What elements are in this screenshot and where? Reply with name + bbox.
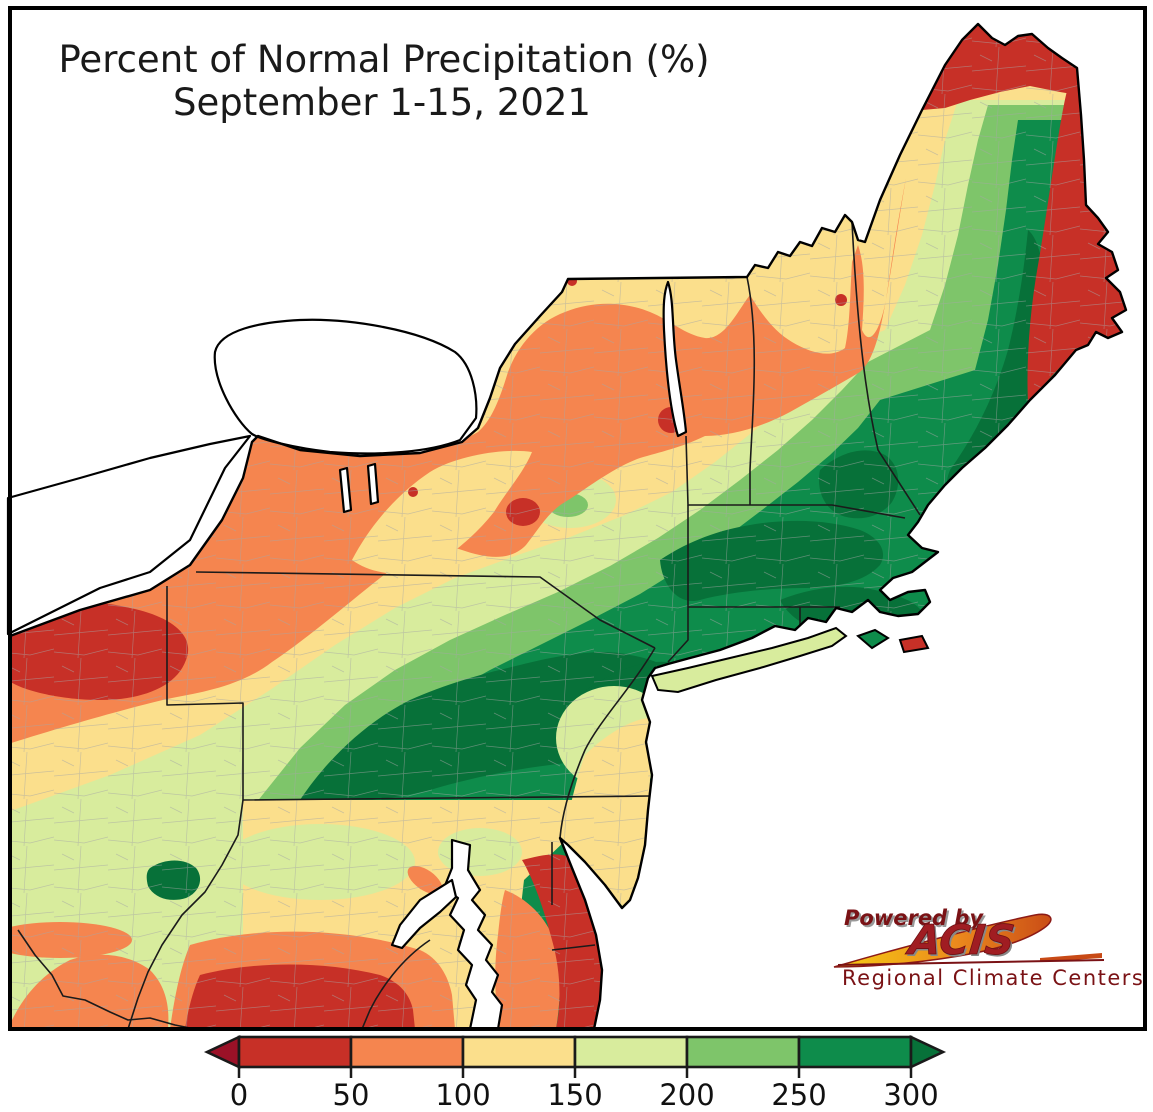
powered-by-shadow: Powered by [846, 908, 986, 932]
colorbar-ticks [237, 1067, 913, 1078]
colorbar-tick-300: 300 [883, 1078, 938, 1112]
chesapeake-bay [442, 838, 504, 1031]
logo-divider [837, 959, 1105, 966]
state-borders [17, 221, 921, 1029]
finger-lakes [338, 462, 380, 514]
acis-logo: Powered by Powered by ACIS ACIS Regional… [833, 906, 1144, 990]
colorbar-tick-150: 150 [547, 1078, 602, 1112]
acis-wordmark: ACIS [904, 916, 1017, 964]
nantucket [898, 634, 930, 654]
regional-climate-centers-label: Regional Climate Centers [842, 966, 1144, 990]
acis-swoosh-icon [833, 913, 1052, 968]
map-title-line1: Percent of Normal Precipitation (%) [58, 38, 709, 81]
colorbar-segment-150-200 [573, 1035, 689, 1069]
acis-swoosh-tail-icon [1040, 953, 1102, 962]
colorbar-segment-100-150 [461, 1035, 577, 1069]
colorbar-left-arrow [203, 1034, 241, 1070]
colorbar-tick-0: 0 [230, 1078, 248, 1112]
colorbar-tick-100: 100 [435, 1078, 490, 1112]
colorbar-tick-50: 50 [333, 1078, 370, 1112]
lakes-and-bays [6, 280, 688, 1031]
colorbar-legend: 0 50 100 150 200 250 300 [203, 1034, 947, 1112]
colorbar-segment-200-250 [685, 1035, 801, 1069]
acis-wordmark-shadow: ACIS [905, 918, 1018, 966]
lake-erie [6, 434, 252, 636]
lake-champlain [662, 280, 688, 438]
map-title-line2: September 1-15, 2021 [173, 81, 591, 124]
islands [650, 626, 930, 694]
map-frame [8, 6, 1147, 1031]
coastline-outline [9, 22, 1128, 1030]
colorbar-segment-0-50 [237, 1035, 353, 1069]
colorbar-tick-200: 200 [659, 1078, 714, 1112]
colorbar-tick-250: 250 [771, 1078, 826, 1112]
colorbar-right-arrow [909, 1034, 947, 1070]
colorbar-segment-250-300 [797, 1035, 913, 1069]
long-island [650, 626, 848, 694]
colorbar-segment-50-100 [349, 1035, 465, 1069]
potomac-river [390, 878, 458, 950]
powered-by-label: Powered by [844, 906, 984, 930]
marthas-vineyard [856, 628, 890, 650]
lake-ontario [213, 318, 478, 455]
